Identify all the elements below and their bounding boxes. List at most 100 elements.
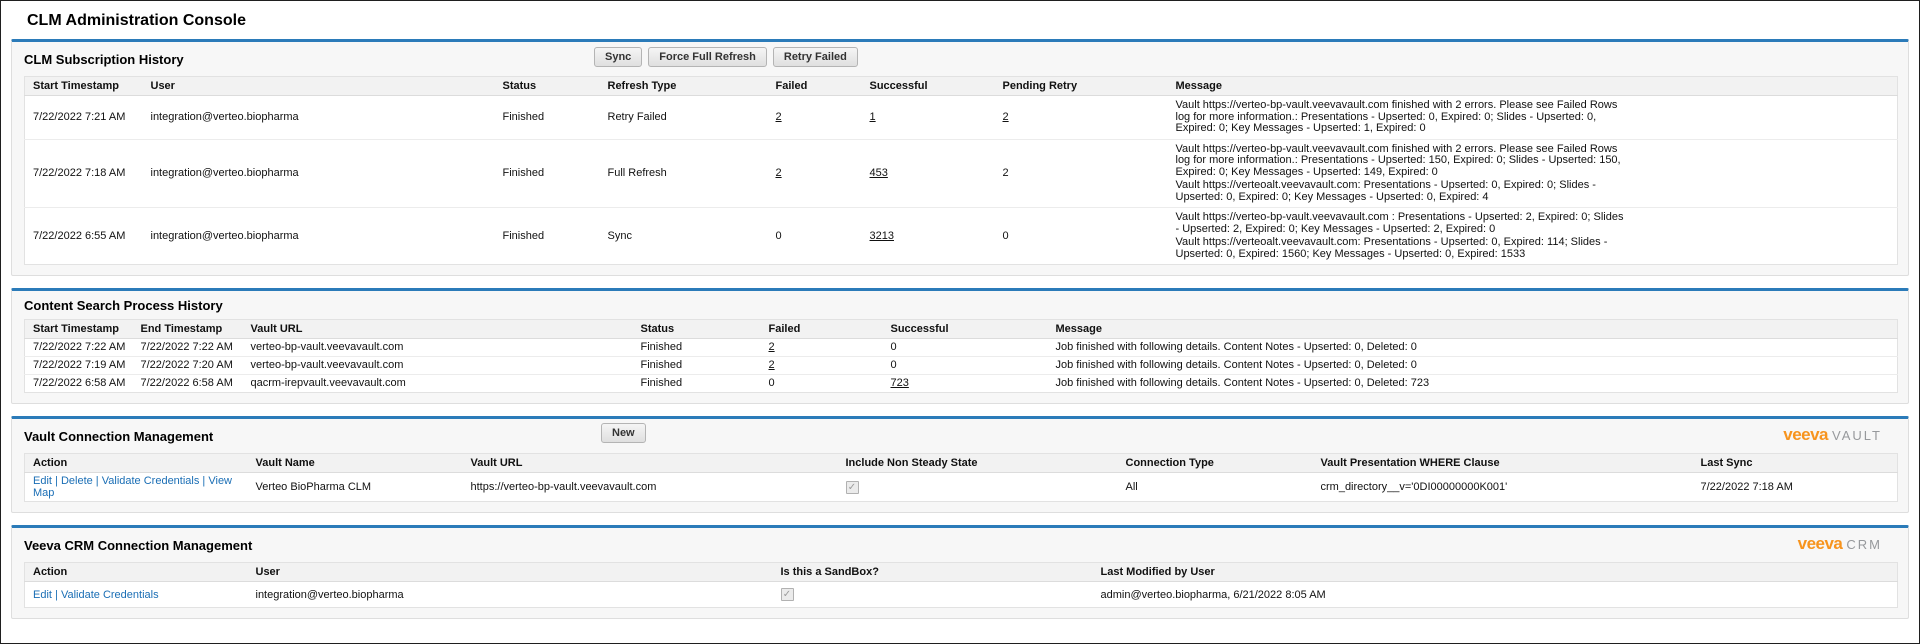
- cell-failed-link[interactable]: 2: [775, 111, 782, 124]
- cell-successful: 453: [861, 139, 995, 208]
- cell-end-timestamp: 7/22/2022 7:20 AM: [132, 356, 243, 375]
- panel-content-search-history: Content Search Process History Start Tim…: [11, 288, 1909, 404]
- cell-successful-link[interactable]: 1: [869, 111, 876, 124]
- content-search-table: Start Timestamp End Timestamp Vault URL Sta…: [24, 319, 1898, 393]
- veeva-crm-logo: veeva CRM: [1798, 534, 1882, 554]
- column-header: Action: [24, 453, 248, 473]
- column-header: User: [142, 76, 495, 96]
- crm-connection-table: Action User Is this a SandBox? Last Modifie…: [24, 562, 1898, 608]
- cell-status: Finished: [632, 356, 761, 375]
- cell-refresh-type: Full Refresh: [599, 139, 768, 208]
- subscription-history-header: CLM Subscription History Sync Force Full…: [24, 42, 1896, 76]
- column-header: End Timestamp: [132, 319, 243, 339]
- cell-start-timestamp: 7/22/2022 6:58 AM: [33, 377, 126, 389]
- table-header-row: Action User Is this a SandBox? Last Modifie…: [24, 562, 1898, 582]
- cell-successful: 1: [861, 95, 995, 140]
- cell-failed-value: 0: [775, 230, 782, 242]
- link-separator: |: [51, 588, 61, 601]
- column-header: Status: [494, 76, 600, 96]
- cell-failed: 2: [767, 139, 862, 208]
- sync-button[interactable]: Sync: [594, 47, 643, 67]
- column-header: Is this a SandBox?: [772, 562, 1093, 582]
- cell-status: Finished: [632, 338, 761, 357]
- vault-product-text: VAULT: [1832, 428, 1882, 443]
- cell-user: integration@verteo.biopharma: [142, 95, 495, 140]
- vault-connection-table: Action Vault Name Vault URL Include Non Ste…: [24, 453, 1898, 502]
- crm-connection-header: Veeva CRM Connection Management veeva CRM: [24, 528, 1896, 562]
- column-header: Vault Name: [247, 453, 463, 473]
- cell-start-timestamp: 7/22/2022 6:55 AM: [33, 230, 126, 242]
- panel-crm-connection: Veeva CRM Connection Management veeva CRM…: [11, 525, 1909, 619]
- veeva-brand-text: veeva: [1783, 425, 1829, 444]
- view-map-link[interactable]: View Map: [33, 475, 233, 499]
- cell-vault-url: qacrm-irepvault.veevavault.com: [250, 377, 406, 389]
- subscription-history-table: Start Timestamp User Status Refresh Type Fai…: [24, 76, 1898, 265]
- column-header: Last Modified by User: [1092, 562, 1898, 582]
- column-header: Pending Retry: [994, 76, 1168, 96]
- edit-link[interactable]: Edit: [33, 475, 52, 487]
- cell-vault-name: Verteo BioPharma CLM: [255, 481, 372, 493]
- cell-message: Job finished with following details. Con…: [1047, 356, 1898, 375]
- message-paragraph: Vault https://verteo-bp-vault.veevavault…: [1175, 99, 1618, 134]
- subscription-buttons: Sync Force Full Refresh Retry Failed: [594, 47, 858, 67]
- cell-failed: 0: [761, 375, 883, 393]
- column-header: Vault URL: [242, 319, 633, 339]
- cell-action: Edit | Validate Credentials: [25, 582, 248, 608]
- table-row: 7/22/2022 7:21 AM integration@verteo.biop…: [24, 95, 1898, 140]
- table-header-row: Start Timestamp User Status Refresh Type Fai…: [24, 76, 1898, 96]
- new-button[interactable]: New: [601, 423, 646, 443]
- cell-message: Job finished with following details. Con…: [1055, 377, 1430, 389]
- cell-failed: 2: [760, 338, 883, 357]
- table-row: 7/22/2022 6:55 AM integration@verteo.biop…: [25, 208, 1898, 265]
- delete-link[interactable]: Delete: [60, 475, 93, 487]
- sandbox-checkbox: ✓: [780, 588, 794, 601]
- force-full-refresh-button[interactable]: Force Full Refresh: [648, 47, 767, 67]
- validate-credentials-link[interactable]: Validate Credentials: [60, 588, 159, 601]
- cell-failed-link[interactable]: 2: [768, 341, 775, 353]
- validate-credentials-link[interactable]: Validate Credentials: [101, 475, 200, 487]
- cell-pending-retry-value: 2: [1002, 167, 1009, 180]
- vault-connection-header: Vault Connection Management New veeva VAU…: [24, 419, 1896, 453]
- cell-vault-url: verteo-bp-vault.veevavault.com: [242, 356, 633, 375]
- cell-failed-link[interactable]: 2: [768, 359, 775, 371]
- cell-pending-retry: 2: [994, 139, 1168, 208]
- column-header: Successful: [882, 319, 1048, 339]
- edit-link[interactable]: Edit: [33, 588, 52, 601]
- column-header: Start Timestamp: [24, 76, 143, 96]
- cell-refresh-type: Sync: [607, 230, 632, 242]
- cell-user: integration@verteo.biopharma: [142, 139, 495, 208]
- column-header: Last Sync: [1692, 453, 1898, 473]
- column-header: Vault URL: [462, 453, 838, 473]
- cell-failed: 2: [760, 356, 883, 375]
- link-separator: |: [92, 475, 102, 487]
- cell-failed-link[interactable]: 2: [775, 167, 782, 180]
- cell-successful-link[interactable]: 453: [869, 167, 888, 180]
- message-paragraph: Vault https://verteoalt.veevavault.com: …: [1175, 236, 1608, 260]
- cell-failed-value: 0: [768, 377, 775, 389]
- cell-successful-link[interactable]: 3213: [869, 230, 894, 242]
- crm-connection-title: Veeva CRM Connection Management: [24, 537, 253, 553]
- retry-failed-button[interactable]: Retry Failed: [772, 47, 858, 67]
- cell-pending-retry-link[interactable]: 2: [1002, 111, 1009, 124]
- cell-start-timestamp: 7/22/2022 7:18 AM: [24, 139, 143, 208]
- cell-refresh-type: Retry Failed: [599, 95, 768, 140]
- table-row: Edit | Validate Credentials integration@v…: [25, 582, 1898, 608]
- cell-start-timestamp: 7/22/2022 7:22 AM: [24, 338, 133, 357]
- table-row: 7/22/2022 7:18 AM integration@verteo.biop…: [24, 139, 1898, 208]
- cell-failed: 2: [767, 95, 862, 140]
- cell-vault-url: verteo-bp-vault.veevavault.com: [242, 338, 633, 357]
- message-paragraph: Vault https://verteo-bp-vault.veevavault…: [1175, 142, 1621, 178]
- cell-message: Vault https://verteo-bp-vault.veevavault…: [1167, 139, 1628, 208]
- cell-is-sandbox: ✓: [773, 582, 1093, 608]
- cell-user: integration@verteo.biopharma: [255, 588, 404, 601]
- cell-successful-link[interactable]: 723: [890, 377, 909, 389]
- cell-pending-retry: 0: [995, 208, 1168, 265]
- cell-start-timestamp: 7/22/2022 7:19 AM: [24, 356, 133, 375]
- cell-vault-url: https://verteo-bp-vault.veevavault.com: [470, 481, 657, 493]
- column-header: Failed: [760, 319, 883, 339]
- cell-message: Vault https://verteo-bp-vault.veevavault…: [1167, 95, 1628, 140]
- cell-filler: [1627, 95, 1898, 140]
- cell-successful: 0: [882, 338, 1048, 357]
- cell-message: Vault https://verteo-bp-vault.veevavault…: [1168, 208, 1628, 265]
